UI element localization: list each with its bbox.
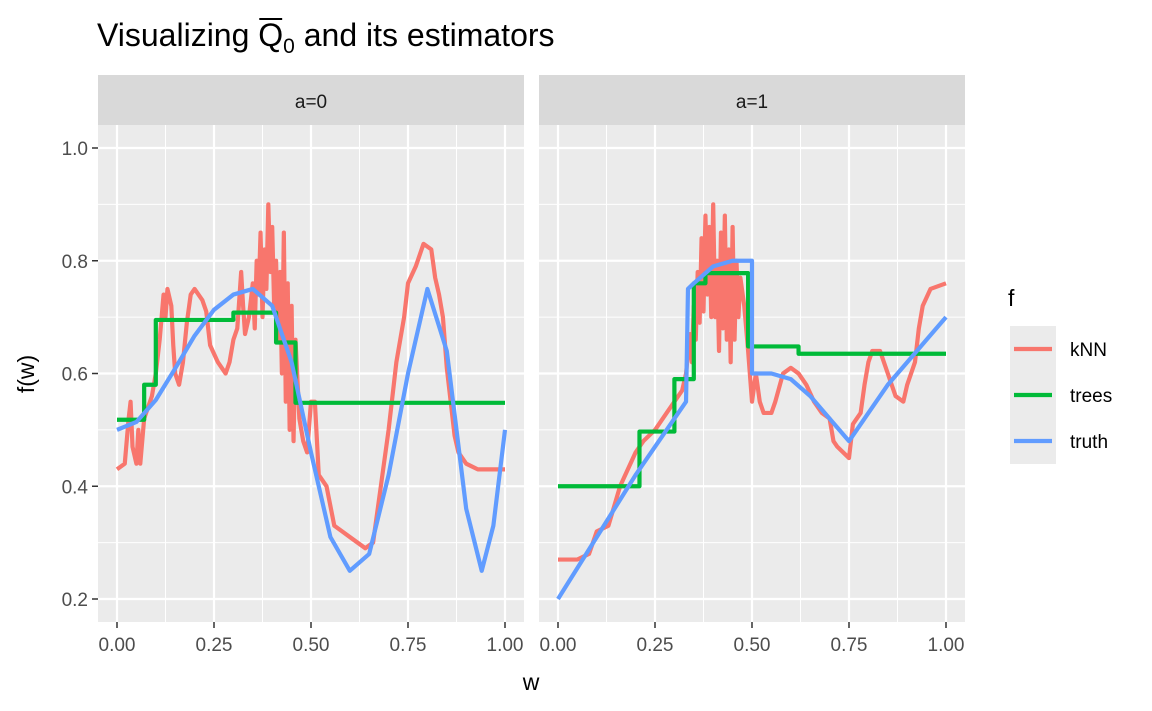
title-subscript: 0 [283,35,295,58]
legend-label-kNN: kNN [1070,340,1107,361]
y-tick-label: 0.6 [62,365,88,386]
series-line-truth [556,258,948,601]
x-tick-label: 0.25 [637,635,674,656]
series-group [115,202,508,573]
x-tick-label: 0.25 [196,635,233,656]
y-tick-label: 0.8 [62,252,88,273]
series-line-trees [558,271,946,489]
y-axis-title: f(w) [13,355,39,393]
y-tick-label: 1.0 [62,139,88,160]
panel-a0: a=0 0.00 0.25 0.50 0.75 1.00 0.2 0.4 0.6 0.8 1.0 [62,75,524,656]
series-group [556,202,948,601]
y-tick-label: 0.4 [62,477,89,498]
facet-strip [98,75,524,125]
y-tick-label: 0.2 [62,590,88,611]
legend-label-truth: truth [1070,432,1108,453]
title-prefix: Visualizing [97,17,258,53]
x-tick-label: 1.00 [928,635,965,656]
series-line-truth [116,286,508,573]
x-axis-title: w [522,669,540,695]
x-tick-label: 0.00 [99,635,136,656]
legend-label-trees: trees [1070,386,1112,407]
legend-title: f [1008,285,1015,311]
x-tick-label: 0.75 [390,635,427,656]
series-line-trees [117,310,505,422]
facet-strip-label: a=0 [295,92,327,113]
x-tick-label: 0.50 [293,635,330,656]
panel-a1: a=1 0.00 0.25 0.50 0.75 1.00 [539,75,965,656]
chart-title: Visualizing Q0 and its estimators [97,17,555,58]
title-suffix: and its estimators [295,17,555,53]
facet-strip [539,75,965,125]
x-tick-label: 0.50 [734,635,771,656]
series-line-kNN [115,202,505,551]
x-tick-label: 1.00 [487,635,524,656]
legend: f kNN trees truth [1008,285,1112,464]
title-symbol: Q [258,17,283,53]
x-tick-label: 0.00 [540,635,577,656]
x-tick-label: 0.75 [831,635,868,656]
facet-strip-label: a=1 [736,92,768,113]
